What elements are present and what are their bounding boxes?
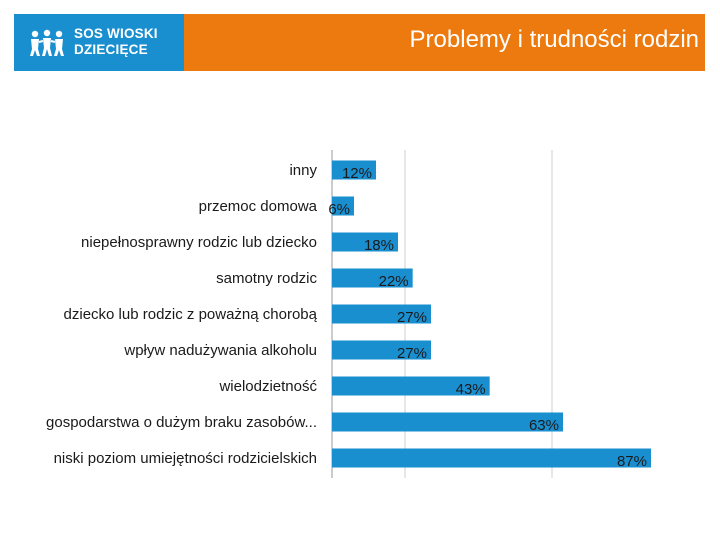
bar: [332, 448, 651, 468]
bar: [332, 340, 431, 360]
category-labels: inny przemoc domowa niepełnosprawny rodzic…: [46, 162, 318, 467]
value-label: 87%: [617, 453, 647, 470]
value-label: 27%: [397, 309, 427, 326]
value-label: 27%: [397, 345, 427, 362]
value-label: 43%: [456, 381, 486, 398]
value-label: 18%: [364, 237, 394, 254]
bar: [332, 412, 563, 432]
header-bar: Problemy i trudności rodzin: [184, 14, 705, 71]
category-label: niski poziom umiejętności rodzicielskich: [54, 450, 317, 467]
logo-line-1: SOS WIOSKI: [74, 26, 158, 41]
logo-block: SOS WIOSKI DZIECIĘCE: [14, 14, 184, 71]
bar: [332, 304, 431, 324]
bar: [332, 232, 398, 252]
category-label: gospodarstwa o dużym braku zasobów...: [46, 414, 317, 431]
children-figures-icon: [30, 29, 64, 56]
page-title: Problemy i trudności rodzin: [409, 26, 699, 53]
value-label: 63%: [529, 417, 559, 434]
logo-text: SOS WIOSKI DZIECIĘCE: [74, 26, 158, 58]
category-label: inny: [289, 162, 317, 179]
category-label: wpływ nadużywania alkoholu: [123, 342, 317, 359]
value-label: 6%: [328, 201, 350, 218]
bars: [332, 160, 651, 468]
category-label: niepełnosprawny rodzic lub dziecko: [81, 234, 317, 251]
bar: [332, 160, 376, 180]
bar: [332, 196, 354, 216]
category-label: dziecko lub rodzic z poważną chorobą: [64, 306, 318, 323]
value-labels: 12% 6% 18% 22% 27% 27% 43% 63% 87%: [328, 165, 647, 470]
value-label: 12%: [342, 165, 372, 182]
category-label: samotny rodzic: [216, 270, 317, 287]
category-label: przemoc domowa: [199, 198, 318, 215]
category-label: wielodzietność: [218, 378, 317, 395]
bar: [332, 376, 490, 396]
bar: [332, 268, 413, 288]
value-label: 22%: [379, 273, 409, 290]
logo-line-2: DZIECIĘCE: [74, 42, 148, 57]
